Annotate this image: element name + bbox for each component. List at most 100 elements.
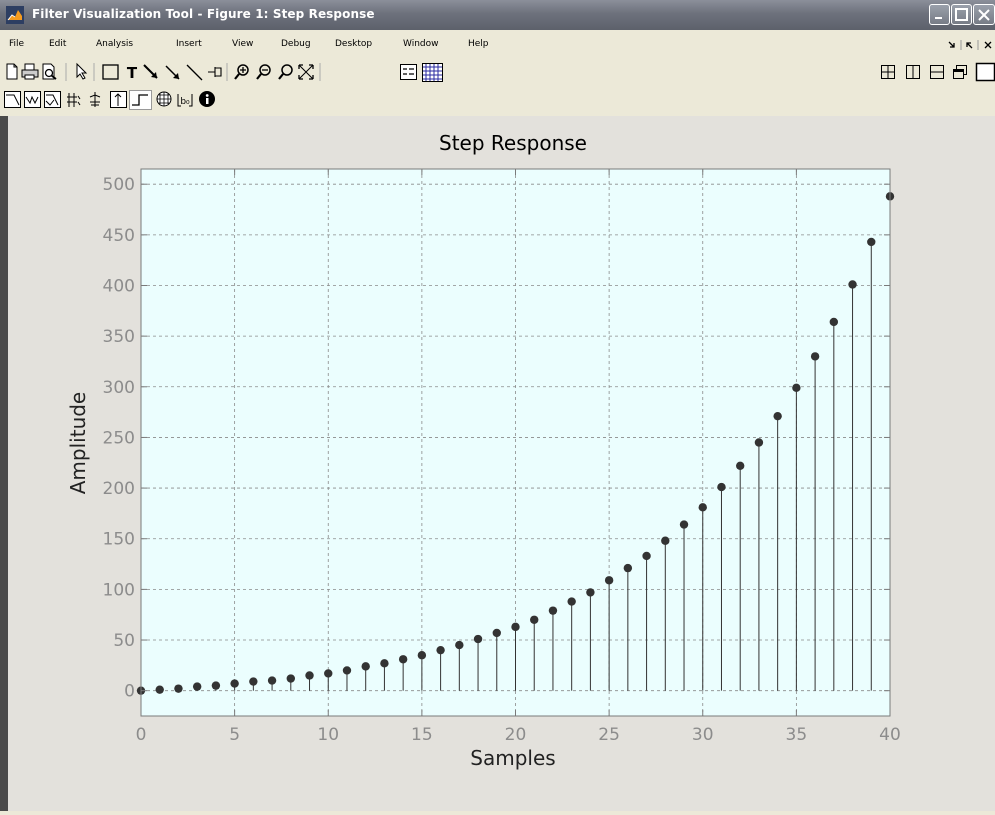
stem-marker (567, 597, 576, 606)
y-tick-label: 50 (113, 631, 135, 651)
stem-marker (398, 655, 408, 664)
x-tick-label: 25 (598, 725, 620, 745)
menu-edit[interactable]: Edit (49, 39, 67, 49)
stem-marker (586, 588, 595, 597)
y-tick-label: 100 (103, 580, 135, 600)
select-pointer-icon[interactable] (76, 62, 88, 80)
dock-controls (948, 40, 992, 50)
menu-analysis[interactable]: Analysis (96, 39, 134, 49)
stem-marker (604, 576, 614, 585)
menu-file[interactable]: File (9, 39, 25, 49)
phase-response-icon[interactable] (24, 91, 41, 108)
split-horizontal-icon[interactable] (930, 65, 944, 79)
window-titlebar[interactable]: Filter Visualization Tool - Figure 1: St… (0, 0, 995, 30)
text-icon[interactable]: T (127, 64, 138, 82)
double-arrow-icon[interactable] (165, 65, 180, 80)
stem-marker (679, 520, 689, 529)
rectangle-icon[interactable] (102, 64, 119, 80)
x-tick-label: 35 (786, 725, 808, 745)
tile-icon[interactable] (881, 65, 895, 79)
magnitude-phase-icon[interactable] (44, 91, 61, 108)
stem-marker (623, 563, 633, 573)
stem-marker (305, 671, 314, 680)
stem-marker (754, 438, 764, 447)
zoom-in-icon[interactable] (234, 64, 249, 80)
menu-help[interactable]: Help (468, 39, 489, 49)
close-doc-icon[interactable] (984, 41, 992, 49)
stem-marker (530, 615, 539, 624)
stem-series (136, 192, 895, 695)
impulse-response-icon[interactable] (110, 91, 127, 108)
stem-marker (642, 551, 651, 561)
svg-text:b₀: b₀ (180, 97, 190, 107)
filter-info-icon[interactable] (199, 91, 215, 107)
figure-area: Step Response 0 5 10 15 20 25 30 35 40 0 50 100 150 2… (8, 116, 995, 811)
menu-insert[interactable]: Insert (176, 39, 202, 49)
stem-marker (473, 634, 483, 644)
x-tick-label: 40 (879, 725, 901, 745)
stem-marker (324, 669, 333, 678)
stem-marker (548, 606, 558, 615)
grid-icon[interactable] (422, 63, 443, 82)
phase-delay-icon[interactable] (89, 92, 101, 107)
stem-marker (698, 503, 707, 512)
stem-marker (436, 645, 445, 655)
full-view-icon[interactable] (298, 64, 314, 80)
y-axis-label: Amplitude (66, 392, 90, 495)
maximize-button[interactable] (951, 4, 972, 25)
step-response-icon[interactable] (129, 90, 152, 110)
stem-marker (211, 681, 221, 690)
menu-view[interactable]: View (232, 39, 254, 49)
legend-pin-icon[interactable] (208, 67, 222, 77)
y-tick-label: 150 (103, 530, 135, 550)
pan-icon[interactable] (278, 64, 293, 80)
x-tick-label: 5 (229, 725, 240, 745)
stem-marker (511, 622, 520, 632)
float-icon[interactable] (953, 65, 967, 79)
menu-bar: File Edit Analysis Insert View Debug Des… (0, 30, 995, 56)
minimize-icon (935, 17, 942, 19)
group-delay-icon[interactable] (67, 93, 81, 107)
chart-title: Step Response (439, 131, 587, 155)
stem-marker (736, 461, 745, 470)
stem-marker (455, 640, 464, 650)
x-tick-label: 0 (136, 725, 147, 745)
minimize-button[interactable] (929, 4, 950, 25)
line-icon[interactable] (186, 64, 203, 81)
analysis-toolbar: b₀ (0, 87, 995, 113)
pole-zero-icon[interactable] (156, 91, 172, 107)
stem-marker (829, 317, 839, 327)
stem-marker (230, 679, 239, 688)
stem-marker (810, 352, 820, 361)
close-button[interactable] (973, 4, 995, 25)
window-title: Filter Visualization Tool - Figure 1: St… (32, 7, 375, 21)
y-tick-label: 200 (103, 479, 135, 499)
stem-marker (192, 682, 202, 691)
step-response-chart[interactable]: Step Response 0 5 10 15 20 25 30 35 400501001502… (8, 116, 995, 811)
matlab-app-icon (6, 6, 24, 24)
dock-arrow-icon[interactable] (966, 42, 973, 49)
new-file-icon[interactable] (6, 63, 18, 80)
print-preview-icon[interactable] (42, 63, 57, 80)
menu-desktop[interactable]: Desktop (335, 39, 373, 49)
svg-text:T: T (127, 64, 138, 82)
magnitude-response-icon[interactable] (4, 91, 21, 108)
y-tick-label: 500 (103, 175, 135, 195)
stem-marker (249, 677, 258, 686)
menu-debug[interactable]: Debug (281, 39, 311, 49)
print-icon[interactable] (21, 63, 39, 80)
undock-arrow-icon[interactable] (948, 41, 955, 48)
stem-marker (717, 482, 726, 492)
window-left-border (0, 116, 8, 811)
stem-marker (792, 383, 801, 392)
split-vertical-icon[interactable] (906, 65, 920, 79)
legend-icon[interactable] (400, 64, 417, 80)
x-tick-label: 20 (505, 725, 527, 745)
arrow-icon[interactable] (143, 64, 158, 79)
stem-marker (661, 536, 670, 545)
coefficients-icon[interactable]: b₀ (177, 94, 193, 107)
zoom-out-icon[interactable] (256, 64, 271, 80)
menu-window[interactable]: Window (403, 39, 439, 49)
maximize-pane-icon[interactable] (975, 62, 995, 82)
stem-marker (867, 237, 876, 247)
